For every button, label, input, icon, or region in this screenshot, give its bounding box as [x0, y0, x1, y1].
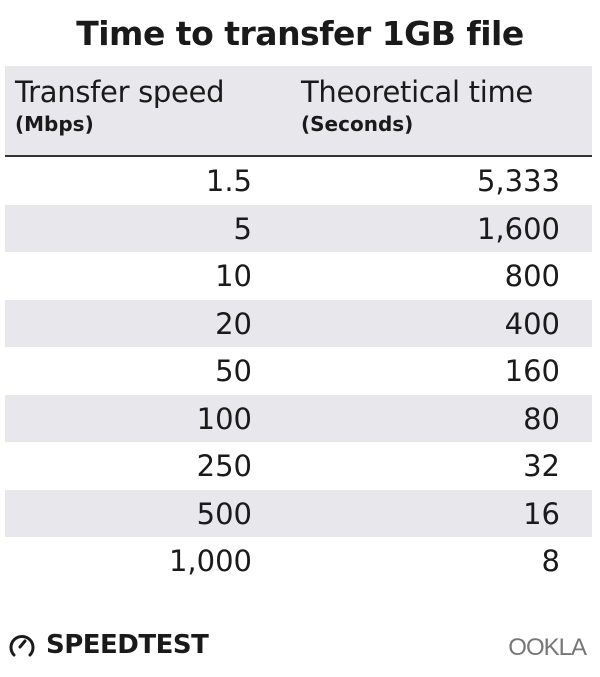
transfer-time-table: Transfer speed (Mbps) Theoretical time (…	[5, 66, 592, 585]
speedtest-wordmark: SPEEDTEST	[46, 630, 209, 660]
speed-cell: 1,000	[168, 544, 252, 578]
speed-cell: 100	[196, 401, 252, 436]
table-row: 1,000 8	[5, 537, 592, 585]
time-cell: 80	[523, 401, 560, 436]
time-cell: 800	[504, 259, 560, 293]
time-cell: 8	[541, 544, 560, 578]
column-header-unit: (Mbps)	[15, 112, 94, 136]
table-body: 1.5 5,333 5 1,600 10 800 20 400 50 160 100 80 250 32 5…	[5, 157, 592, 585]
column-header-speed: Transfer speed (Mbps)	[15, 74, 225, 138]
speed-cell: 500	[196, 496, 252, 531]
column-header-unit: (Seconds)	[301, 112, 414, 136]
time-cell: 5,333	[476, 164, 560, 198]
table-row: 250 32	[5, 442, 592, 490]
speed-cell: 10	[215, 259, 252, 293]
table-row: 100 80	[5, 394, 592, 442]
column-header-time: Theoretical time (Seconds)	[301, 74, 533, 138]
chart-title: Time to transfer 1GB file	[76, 14, 524, 53]
table-row: 10 800	[5, 252, 592, 300]
speed-cell: 250	[196, 449, 252, 483]
table-row: 20 400	[5, 299, 592, 347]
table-row: 5 1,600	[5, 204, 592, 252]
table-header: Transfer speed (Mbps) Theoretical time (…	[5, 66, 592, 157]
column-header-label: Theoretical time	[301, 75, 533, 109]
speed-cell: 20	[215, 306, 252, 341]
speed-cell: 1.5	[205, 164, 252, 198]
speed-cell: 5	[233, 211, 252, 246]
column-header-label: Transfer speed	[15, 75, 225, 109]
time-cell: 16	[523, 496, 560, 531]
time-cell: 1,600	[476, 211, 560, 246]
speed-cell: 50	[215, 354, 252, 388]
gauge-icon	[9, 635, 35, 657]
footer: SPEEDTEST OOKLA	[0, 628, 600, 668]
speedtest-logo: SPEEDTEST	[8, 630, 209, 660]
time-cell: 32	[523, 449, 560, 483]
time-cell: 400	[504, 306, 560, 341]
time-cell: 160	[504, 354, 560, 388]
table-row: 500 16	[5, 489, 592, 537]
table-row: 50 160	[5, 347, 592, 395]
table-row: 1.5 5,333	[5, 157, 592, 205]
ookla-logo: OOKLA	[508, 634, 587, 661]
